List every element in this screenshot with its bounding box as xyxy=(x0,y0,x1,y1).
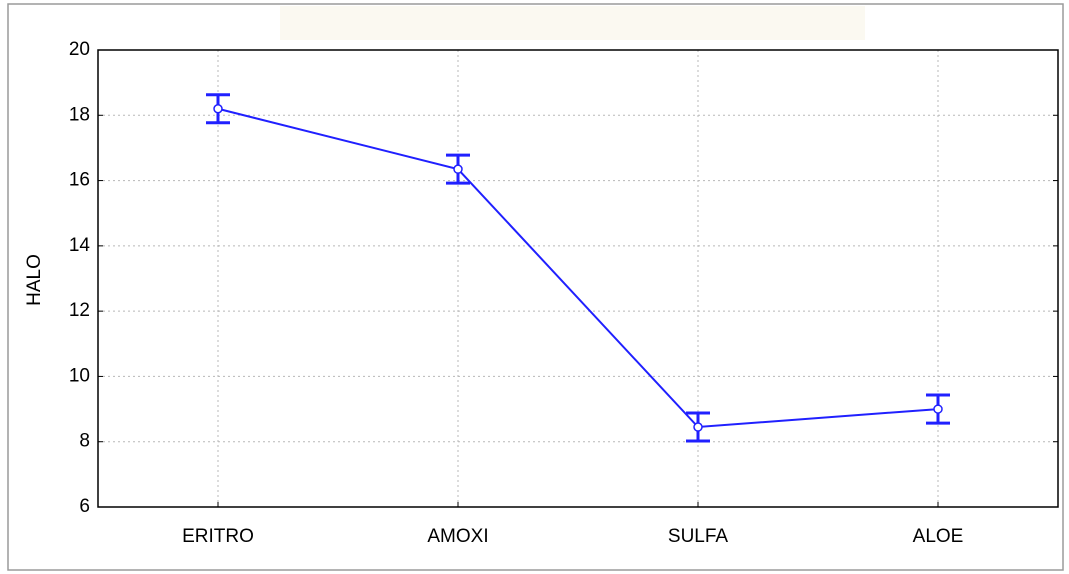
y-tick-label: 20 xyxy=(69,39,90,60)
y-tick-label: 12 xyxy=(69,300,90,321)
y-tick-label: 10 xyxy=(69,365,90,386)
y-tick-label: 8 xyxy=(79,431,90,452)
x-tick-label: AMOXI xyxy=(427,526,488,547)
y-tick-label: 6 xyxy=(79,496,90,517)
y-tick-label: 16 xyxy=(69,170,90,191)
data-line xyxy=(217,107,939,429)
data-point xyxy=(693,422,703,432)
data-point xyxy=(213,104,223,114)
frame xyxy=(7,3,1064,571)
x-tick-label: SULFA xyxy=(668,526,729,547)
y-tick-label: 18 xyxy=(69,104,90,125)
data-point xyxy=(933,404,943,414)
x-tick-label: ERITRO xyxy=(182,526,254,547)
plot-border xyxy=(97,49,1059,508)
title-area xyxy=(280,6,865,40)
x-tick-label: ALOE xyxy=(913,526,964,547)
y-axis-label: HALO xyxy=(24,254,45,306)
y-tick-label: 14 xyxy=(69,235,91,256)
data-point xyxy=(453,164,463,174)
